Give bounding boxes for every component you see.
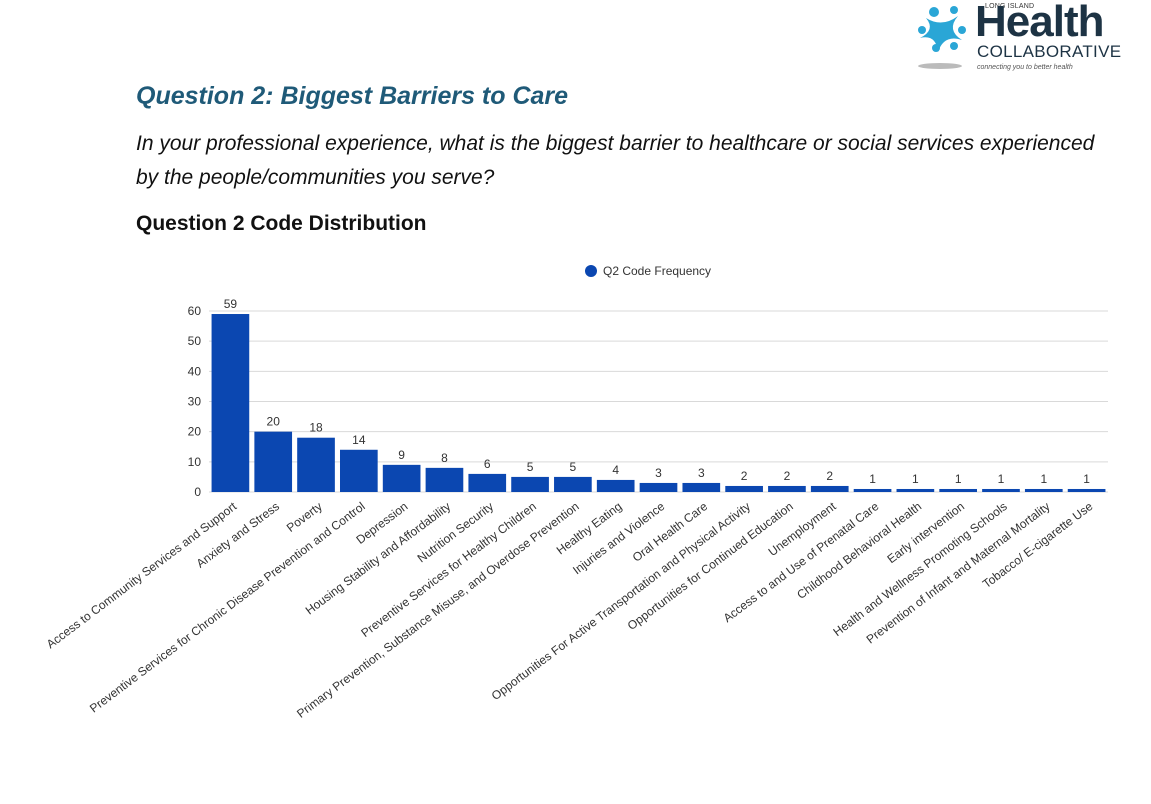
- data-label: 3: [655, 466, 662, 480]
- bar: [254, 431, 293, 492]
- bar: [468, 473, 507, 492]
- data-label: 9: [398, 448, 405, 462]
- bar: [297, 437, 335, 492]
- bar: [211, 314, 250, 492]
- bar: [425, 467, 464, 492]
- y-tick-label: 40: [188, 364, 202, 378]
- x-tick-label: Preventive Services for Chronic Disease …: [87, 499, 368, 715]
- data-label: 18: [309, 421, 323, 435]
- logo-health-text: Health: [975, 0, 1104, 46]
- bar: [1024, 488, 1063, 492]
- logo-small-text: LONG ISLAND: [985, 3, 1035, 10]
- data-label: 2: [826, 469, 833, 483]
- y-tick-label: 60: [188, 304, 202, 318]
- legend-label: Q2 Code Frequency: [603, 264, 711, 278]
- question-text: In your professional experience, what is…: [136, 132, 1095, 189]
- bar: [639, 482, 678, 492]
- data-label: 5: [570, 460, 577, 474]
- y-tick-label: 10: [188, 455, 202, 469]
- x-tick-label: Access to and Use of Prenatal Care: [721, 499, 882, 625]
- bar: [810, 485, 849, 492]
- bar: [853, 488, 892, 492]
- y-tick-label: 0: [194, 485, 201, 499]
- data-label: 2: [741, 469, 748, 483]
- legend-marker: [585, 265, 597, 277]
- y-tick-label: 50: [188, 334, 202, 348]
- bar: [725, 485, 763, 492]
- logo-figures-icon: [918, 6, 966, 69]
- bar: [511, 476, 549, 492]
- logo: [912, 0, 1142, 76]
- data-label: 1: [869, 472, 876, 486]
- bar: [382, 464, 421, 492]
- bar: [554, 476, 592, 492]
- chart-heading: Question 2 Code Distribution: [136, 212, 427, 235]
- bar: [1067, 488, 1106, 492]
- data-label: 1: [998, 472, 1005, 486]
- bar: [896, 488, 935, 492]
- data-label: 1: [912, 472, 919, 486]
- data-label: 2: [784, 469, 791, 483]
- data-label: 6: [484, 457, 491, 471]
- data-label: 1: [1040, 472, 1047, 486]
- bar: [682, 482, 721, 492]
- data-label: 4: [612, 463, 619, 477]
- bar: [596, 479, 635, 492]
- data-label: 1: [955, 472, 962, 486]
- y-tick-label: 20: [188, 425, 202, 439]
- data-label: 14: [352, 433, 366, 447]
- y-tick-label: 30: [188, 395, 202, 409]
- bar: [982, 488, 1020, 492]
- bar: [939, 488, 978, 492]
- question-title: Question 2: Biggest Barriers to Care: [136, 82, 569, 110]
- data-label: 3: [698, 466, 705, 480]
- logo-collaborative-text: COLLABORATIVE: [977, 42, 1122, 61]
- bar: [339, 449, 378, 492]
- data-label: 20: [267, 415, 281, 429]
- data-label: 8: [441, 451, 448, 465]
- bar: [768, 485, 806, 492]
- logo-tagline: connecting you to better health: [977, 64, 1073, 71]
- data-label: 59: [224, 297, 238, 311]
- data-label: 5: [527, 460, 534, 474]
- data-label: 1: [1083, 472, 1090, 486]
